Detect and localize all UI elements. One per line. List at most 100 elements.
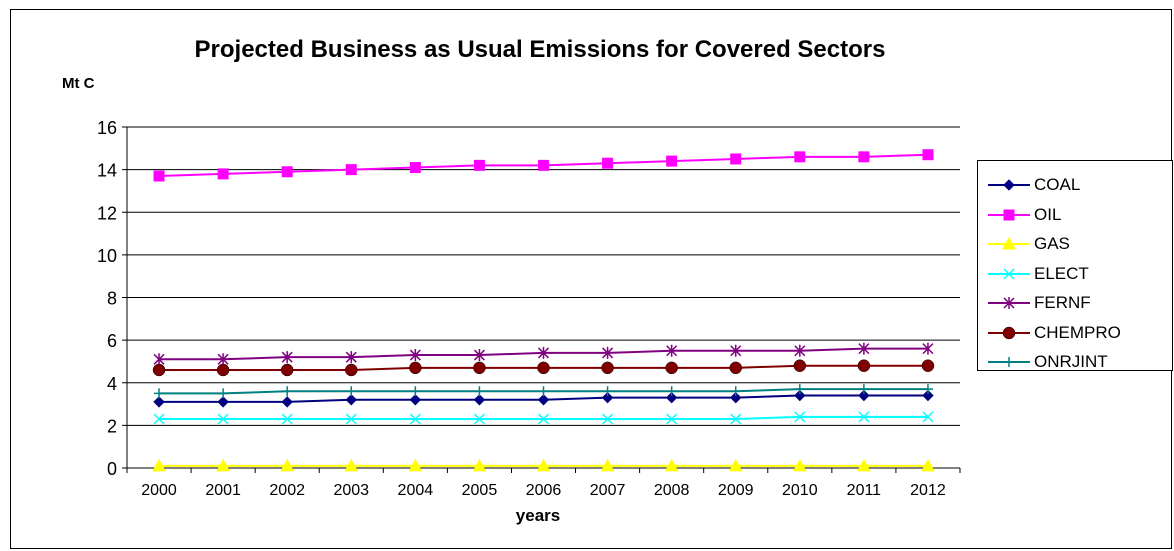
data-point-gas-triangle-icon	[536, 458, 551, 472]
data-point-gas-triangle-icon	[921, 458, 935, 472]
data-point-onrjint-plus-icon	[858, 384, 869, 395]
data-point-oil-square-icon	[473, 159, 485, 171]
y-tick-label: 0	[107, 459, 117, 479]
data-point-onrjint-plus-icon	[282, 386, 293, 397]
data-point-gas-triangle-icon	[857, 458, 871, 472]
data-point-chempro-circle-icon	[537, 361, 550, 375]
legend-label: OIL	[1034, 204, 1062, 224]
data-point-fernf-star-icon	[537, 346, 550, 359]
data-point-gas-triangle-icon	[600, 458, 615, 472]
data-point-gas-triangle-icon	[792, 458, 807, 472]
x-tick-label: 2001	[205, 482, 241, 499]
data-point-oil-square-icon	[922, 149, 934, 161]
y-tick-label: 6	[107, 331, 117, 351]
star-marker-icon	[1003, 297, 1015, 309]
data-point-oil-square-icon	[281, 166, 293, 178]
legend-item-elect: ELECT	[986, 264, 1172, 284]
data-point-coal-diamond-icon	[665, 391, 678, 404]
data-point-gas-triangle-icon	[408, 458, 423, 472]
data-point-onrjint-plus-icon	[666, 386, 677, 397]
data-point-coal-diamond-icon	[537, 394, 550, 406]
data-point-chempro-circle-icon	[857, 359, 871, 372]
data-point-onrjint-plus-icon	[410, 386, 421, 397]
data-point-fernf-star-icon	[345, 351, 357, 364]
data-point-oil-square-icon	[794, 151, 806, 163]
square-marker-icon	[1003, 209, 1015, 220]
x-tick-label: 2002	[269, 482, 305, 499]
legend-label: CHEMPRO	[1034, 322, 1121, 342]
data-point-elect-x-icon	[409, 413, 421, 425]
x-axis-title: years	[515, 506, 561, 525]
data-point-onrjint-plus-icon	[218, 388, 229, 399]
data-point-elect-x-icon	[602, 413, 614, 425]
data-point-fernf-star-icon	[666, 344, 678, 357]
data-point-chempro-circle-icon	[152, 363, 166, 377]
data-point-oil-square-icon	[153, 170, 165, 182]
x-tick-label: 2012	[910, 482, 946, 499]
y-tick-label: 4	[107, 374, 117, 394]
series-onrjint	[154, 384, 933, 399]
data-point-fernf-star-icon	[858, 342, 870, 355]
data-point-elect-x-icon	[666, 413, 678, 425]
legend-swatch	[988, 179, 1030, 191]
legend-swatch	[988, 267, 1030, 280]
data-point-chempro-circle-icon	[793, 359, 807, 372]
data-point-chempro-circle-icon	[729, 361, 742, 375]
legend-swatch	[988, 326, 1030, 339]
x-marker-icon	[1003, 267, 1015, 280]
data-point-gas-triangle-icon	[664, 458, 679, 472]
data-point-oil-square-icon	[730, 153, 742, 165]
plus-marker-icon	[1004, 357, 1014, 367]
data-point-fernf-star-icon	[281, 351, 293, 364]
x-tick-label: 2007	[590, 482, 626, 499]
legend-swatch	[988, 297, 1030, 309]
legend-item-onrjint: ONRJINT	[986, 352, 1172, 372]
data-point-fernf-star-icon	[473, 349, 485, 362]
legend-label: GAS	[1034, 234, 1070, 253]
y-tick-label: 14	[97, 161, 117, 181]
legend-swatch	[988, 209, 1030, 220]
data-point-onrjint-plus-icon	[730, 386, 741, 397]
y-tick-label: 10	[97, 246, 117, 266]
data-point-fernf-star-icon	[794, 344, 806, 357]
data-point-fernf-star-icon	[153, 353, 165, 366]
chart-title: Projected Business as Usual Emissions fo…	[194, 36, 886, 63]
data-point-chempro-circle-icon	[345, 363, 358, 377]
data-point-onrjint-plus-icon	[602, 386, 613, 397]
triangle-marker-icon	[1002, 236, 1016, 250]
data-point-elect-x-icon	[217, 413, 229, 425]
x-tick-label: 2003	[333, 482, 369, 499]
x-tick-label: 2009	[718, 482, 754, 499]
data-point-elect-x-icon	[858, 411, 870, 423]
data-point-coal-diamond-icon	[730, 391, 742, 404]
legend: COAL OIL GAS ELECT FERNF CHEMPRO ONRJINT	[977, 160, 1173, 371]
legend-item-chempro: CHEMPRO	[986, 323, 1172, 343]
data-point-chempro-circle-icon	[473, 361, 486, 375]
legend-swatch	[988, 357, 1030, 367]
legend-label: FERNF	[1034, 293, 1091, 312]
data-point-onrjint-plus-icon	[474, 386, 485, 397]
y-tick-label: 8	[107, 289, 117, 309]
circle-marker-icon	[1002, 326, 1016, 339]
data-point-oil-square-icon	[538, 159, 549, 171]
legend-label: ELECT	[1034, 263, 1089, 283]
data-point-fernf-star-icon	[409, 349, 421, 362]
data-point-coal-diamond-icon	[345, 394, 357, 406]
data-point-oil-square-icon	[858, 151, 870, 163]
legend-item-coal: COAL	[986, 175, 1172, 195]
data-point-elect-x-icon	[794, 411, 806, 423]
y-tick-label: 2	[107, 416, 117, 436]
data-point-elect-x-icon	[922, 411, 934, 423]
data-point-coal-diamond-icon	[858, 389, 870, 402]
data-point-coal-diamond-icon	[473, 394, 486, 406]
data-point-oil-square-icon	[217, 168, 229, 180]
data-point-fernf-star-icon	[922, 342, 934, 355]
data-point-fernf-star-icon	[602, 346, 614, 359]
data-point-gas-triangle-icon	[344, 458, 359, 472]
data-point-onrjint-plus-icon	[922, 384, 933, 395]
legend-item-fernf: FERNF	[986, 293, 1172, 313]
data-point-onrjint-plus-icon	[794, 384, 805, 395]
diamond-marker-icon	[1003, 179, 1015, 191]
data-point-elect-x-icon	[473, 413, 485, 425]
